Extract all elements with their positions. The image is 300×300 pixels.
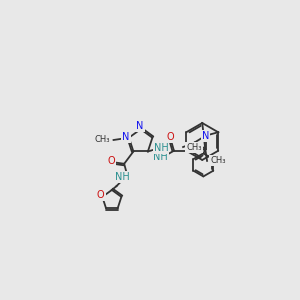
Text: O: O (166, 132, 174, 142)
Text: CH₃: CH₃ (95, 136, 110, 145)
Text: NH: NH (115, 172, 130, 182)
Text: CH₃: CH₃ (186, 142, 202, 152)
Text: NH: NH (154, 152, 168, 162)
Text: N: N (122, 132, 130, 142)
Text: O: O (97, 190, 105, 200)
Text: NH: NH (154, 142, 168, 153)
Text: O: O (107, 156, 115, 166)
Text: CH₃: CH₃ (210, 156, 226, 165)
Text: N: N (136, 121, 144, 131)
Text: N: N (202, 130, 209, 141)
